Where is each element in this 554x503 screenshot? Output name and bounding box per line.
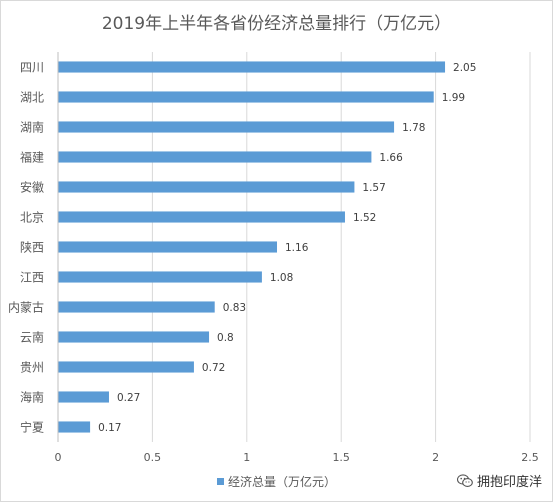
bar: [58, 391, 109, 403]
bar: [58, 331, 210, 343]
bar: [58, 211, 345, 223]
bar: [58, 151, 372, 163]
data-label: 0.83: [223, 302, 246, 314]
data-label: 0.27: [117, 392, 140, 404]
bar: [58, 361, 194, 373]
watermark: 拥抱印度洋: [456, 471, 542, 490]
category-label: 四川: [20, 61, 44, 75]
category-label: 贵州: [20, 361, 44, 375]
data-label: 1.66: [379, 152, 403, 164]
data-label: 0.17: [98, 422, 121, 434]
bar: [58, 181, 355, 193]
chart-title: 2019年上半年各省份经济总量排行（万亿元）: [101, 14, 452, 34]
category-label: 湖南: [20, 120, 44, 135]
bar: [58, 121, 395, 133]
category-label: 福建: [20, 150, 44, 165]
category-label: 湖北: [20, 90, 44, 105]
data-label: 2.05: [453, 62, 476, 74]
bar: [58, 61, 446, 73]
category-label: 江西: [20, 271, 44, 285]
data-label: 1.08: [270, 272, 293, 284]
legend-label: 经济总量（万亿元）: [227, 475, 336, 489]
x-tick-label: 2: [432, 451, 439, 464]
category-label: 海南: [20, 390, 44, 405]
bar: [58, 91, 434, 103]
x-tick-label: 2.5: [521, 451, 539, 464]
data-label: 0.72: [202, 362, 225, 374]
data-label: 1.16: [285, 242, 309, 254]
bar: [58, 241, 278, 253]
category-label: 内蒙古: [8, 300, 44, 315]
wechat-icon: [456, 473, 473, 487]
bar: [58, 301, 215, 313]
category-label: 安徽: [20, 180, 44, 195]
category-label: 宁夏: [20, 420, 44, 435]
category-label: 陕西: [20, 240, 44, 255]
x-tick-label: 1: [243, 451, 250, 464]
x-tick-label: 0: [55, 451, 62, 464]
bar: [58, 271, 262, 283]
x-tick-label: 0.5: [144, 451, 162, 464]
legend: 经济总量（万亿元）: [1, 473, 552, 490]
x-tick-label: 1.5: [332, 451, 350, 464]
data-label: 1.52: [353, 212, 376, 224]
bar: [58, 421, 91, 433]
data-label: 0.8: [217, 332, 234, 344]
category-label: 北京: [20, 211, 44, 225]
data-label: 1.99: [442, 92, 465, 104]
data-label: 1.57: [362, 182, 385, 194]
category-label: 云南: [20, 330, 44, 345]
data-label: 1.78: [402, 122, 425, 134]
legend-swatch: [216, 478, 224, 485]
watermark-text: 拥抱印度洋: [476, 475, 542, 490]
